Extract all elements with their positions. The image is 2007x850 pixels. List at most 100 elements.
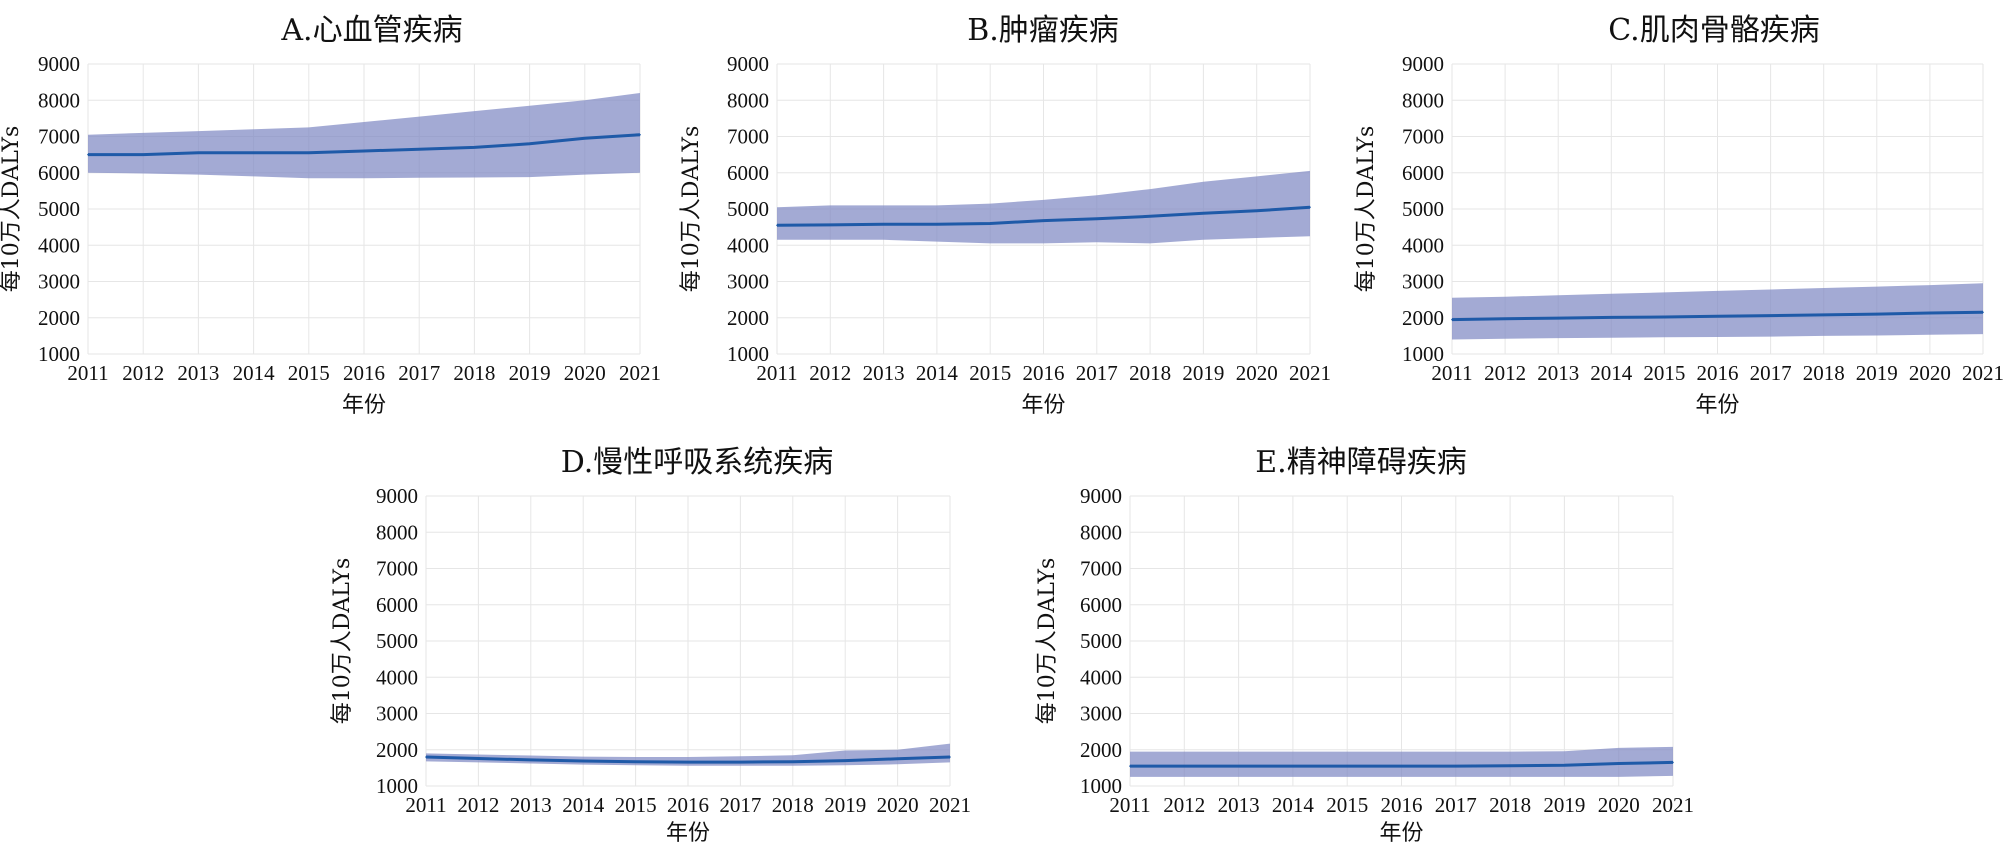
data-point	[252, 152, 255, 154]
data-point	[1929, 312, 1931, 314]
x-tick-label: 2016	[343, 361, 385, 385]
data-point	[639, 133, 641, 136]
x-tick-label: 2013	[1537, 361, 1579, 385]
y-tick-label: 9000	[38, 52, 80, 76]
data-point	[792, 760, 794, 763]
x-tick-label: 2012	[122, 361, 164, 385]
x-tick-label: 2021	[1652, 793, 1694, 817]
data-point	[1617, 762, 1620, 765]
y-tick-label: 2000	[376, 738, 418, 762]
data-point	[477, 757, 480, 760]
x-tick-label: 2019	[1856, 361, 1898, 385]
uncertainty-band	[88, 93, 640, 179]
data-point	[582, 760, 584, 762]
x-tick-label: 2021	[1289, 361, 1331, 385]
x-tick-label: 2020	[1598, 793, 1640, 817]
data-point	[989, 222, 991, 225]
y-axis-label: 每10万人DALYs	[330, 558, 355, 725]
chart-title: A.心血管疾病	[280, 13, 462, 48]
y-tick-label: 3000	[1080, 702, 1122, 726]
x-tick-label: 2016	[1381, 793, 1423, 817]
x-tick-label: 2017	[719, 793, 761, 817]
y-tick-label: 1000	[727, 342, 769, 366]
data-point	[425, 756, 427, 758]
y-tick-label: 7000	[1080, 557, 1122, 581]
x-tick-label: 2019	[509, 361, 551, 385]
y-tick-label: 3000	[1402, 270, 1444, 294]
x-tick-label: 2015	[1643, 361, 1685, 385]
y-tick-label: 5000	[727, 197, 769, 221]
panel-4: 9000 8000 7000 6000 5000 4000 3000 2000 10002011…	[330, 445, 971, 846]
y-tick-label: 3000	[727, 270, 769, 294]
uncertainty-band	[1452, 283, 1983, 340]
x-tick-label: 2018	[772, 793, 814, 817]
x-tick-label: 2021	[1962, 361, 2004, 385]
data-point	[1716, 315, 1719, 318]
panel-5: 9000 8000 7000 6000 5000 4000 3000 2000 10002011…	[1035, 445, 1694, 846]
x-axis-label: 年份	[666, 821, 710, 846]
y-tick-label: 4000	[1402, 233, 1444, 257]
y-axis-label: 每10万人DALYs	[1354, 126, 1379, 293]
x-tick-label: 2012	[1484, 361, 1526, 385]
data-point	[844, 759, 846, 762]
y-tick-label: 9000	[1080, 484, 1122, 508]
y-tick-label: 9000	[376, 484, 418, 508]
data-point	[896, 758, 899, 760]
data-point	[829, 224, 832, 226]
chart-title: E.精神障碍疾病	[1255, 445, 1466, 480]
data-point	[1672, 761, 1674, 764]
y-tick-label: 4000	[727, 233, 769, 257]
y-tick-label: 2000	[38, 306, 80, 330]
chart-title: D.慢性呼吸系统疾病	[561, 445, 834, 480]
x-tick-label: 2021	[619, 361, 661, 385]
x-tick-label: 2012	[1163, 793, 1205, 817]
chart-title: C.肌肉骨骼疾病	[1608, 13, 1819, 48]
x-tick-label: 2015	[615, 793, 657, 817]
y-tick-label: 6000	[727, 161, 769, 185]
x-tick-label: 2015	[969, 361, 1011, 385]
x-tick-label: 2020	[564, 361, 606, 385]
y-tick-label: 8000	[1080, 520, 1122, 544]
x-tick-label: 2014	[916, 361, 959, 385]
y-tick-label: 1000	[1080, 774, 1122, 798]
x-tick-label: 2011	[67, 361, 108, 385]
data-point	[1455, 765, 1457, 767]
x-axis-label: 年份	[1379, 821, 1423, 846]
data-point	[473, 146, 476, 149]
panel-3: 9000 8000 7000 6000 5000 4000 3000 2000 10002011…	[1354, 13, 2004, 418]
x-tick-label: 2019	[1543, 793, 1585, 817]
data-point	[1876, 313, 1878, 315]
x-tick-label: 2018	[1129, 361, 1171, 385]
data-point	[1557, 317, 1559, 319]
x-tick-label: 2019	[824, 793, 866, 817]
y-tick-label: 4000	[38, 233, 80, 257]
data-point	[739, 761, 742, 763]
y-tick-label: 2000	[727, 306, 769, 330]
data-point	[418, 148, 421, 150]
y-axis-label: 每10万人DALYs	[0, 126, 24, 293]
x-tick-label: 2011	[405, 793, 446, 817]
x-tick-label: 2020	[1236, 361, 1278, 385]
x-tick-label: 2011	[1431, 361, 1472, 385]
y-tick-label: 6000	[38, 161, 80, 185]
y-tick-label: 7000	[1402, 125, 1444, 149]
data-point	[530, 759, 532, 761]
data-point	[363, 150, 365, 152]
x-tick-label: 2013	[510, 793, 552, 817]
y-tick-label: 6000	[1080, 593, 1122, 617]
x-axis-label: 年份	[1021, 393, 1065, 418]
y-tick-label: 1000	[376, 774, 418, 798]
x-tick-label: 2014	[233, 361, 276, 385]
data-point	[87, 153, 89, 156]
x-tick-label: 2012	[457, 793, 499, 817]
data-point	[1663, 316, 1666, 318]
data-point	[1309, 206, 1311, 208]
x-tick-label: 2015	[288, 361, 330, 385]
data-point	[1149, 215, 1151, 218]
data-point	[1237, 765, 1240, 767]
data-point	[584, 137, 586, 140]
data-point	[1509, 764, 1511, 767]
x-tick-label: 2018	[453, 361, 495, 385]
data-point	[142, 153, 144, 156]
